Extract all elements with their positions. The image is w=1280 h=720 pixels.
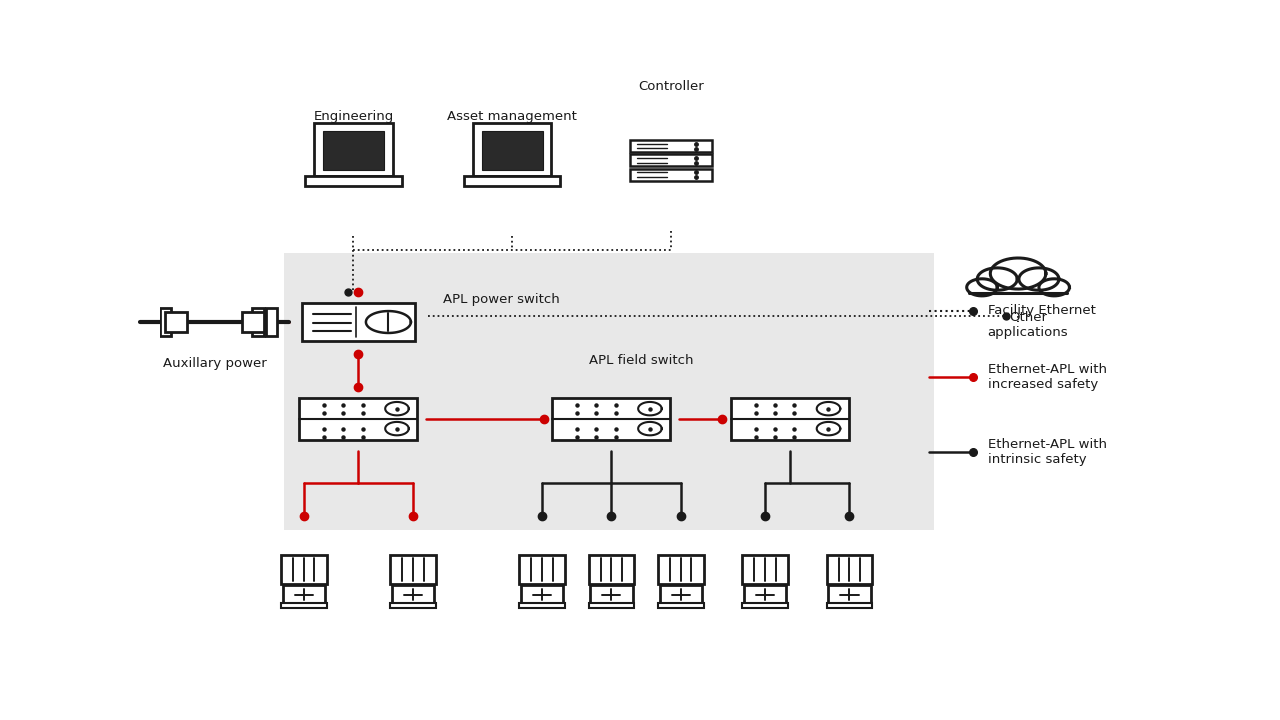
Text: Auxillary power: Auxillary power: [163, 357, 266, 370]
Text: Ethernet-APL with
increased safety: Ethernet-APL with increased safety: [988, 364, 1107, 392]
Bar: [242, 312, 264, 333]
Text: APL field switch: APL field switch: [589, 354, 694, 367]
Text: Ethernet-APL with
intrinsic safety: Ethernet-APL with intrinsic safety: [988, 438, 1107, 467]
Bar: [472, 123, 552, 176]
Bar: [589, 603, 634, 608]
Bar: [302, 304, 415, 341]
Text: Other
applications: Other applications: [988, 311, 1069, 339]
Text: APL power switch: APL power switch: [443, 293, 559, 306]
Bar: [589, 555, 634, 584]
Circle shape: [966, 279, 997, 296]
Bar: [520, 555, 564, 584]
Bar: [630, 168, 712, 181]
Bar: [282, 555, 326, 584]
Circle shape: [991, 258, 1046, 289]
Bar: [252, 307, 264, 336]
Bar: [481, 131, 543, 170]
Bar: [658, 555, 704, 584]
Bar: [828, 585, 870, 603]
Bar: [392, 585, 434, 603]
Bar: [300, 398, 417, 440]
Bar: [284, 253, 934, 530]
Bar: [590, 585, 632, 603]
Bar: [165, 312, 187, 333]
Text: Engineering: Engineering: [314, 110, 393, 123]
Bar: [520, 603, 564, 608]
Bar: [463, 176, 561, 186]
Bar: [744, 585, 786, 603]
Bar: [742, 603, 788, 608]
Bar: [283, 585, 325, 603]
Text: Controller: Controller: [637, 80, 704, 93]
Bar: [314, 123, 393, 176]
Bar: [146, 307, 157, 336]
Circle shape: [977, 268, 1018, 290]
Circle shape: [1019, 268, 1059, 290]
Bar: [390, 603, 435, 608]
Bar: [553, 398, 671, 440]
Bar: [390, 555, 435, 584]
Bar: [827, 603, 872, 608]
Bar: [659, 585, 701, 603]
Text: Asset management: Asset management: [447, 110, 577, 123]
Bar: [658, 603, 704, 608]
Text: Facility Ethernet: Facility Ethernet: [988, 305, 1096, 318]
Bar: [266, 307, 278, 336]
Bar: [731, 398, 849, 440]
Bar: [305, 176, 402, 186]
Bar: [630, 140, 712, 152]
Bar: [160, 307, 172, 336]
Bar: [521, 585, 563, 603]
Bar: [323, 131, 384, 170]
Bar: [742, 555, 788, 584]
Bar: [282, 603, 326, 608]
Circle shape: [1039, 279, 1070, 296]
Bar: [630, 154, 712, 166]
Bar: [827, 555, 872, 584]
